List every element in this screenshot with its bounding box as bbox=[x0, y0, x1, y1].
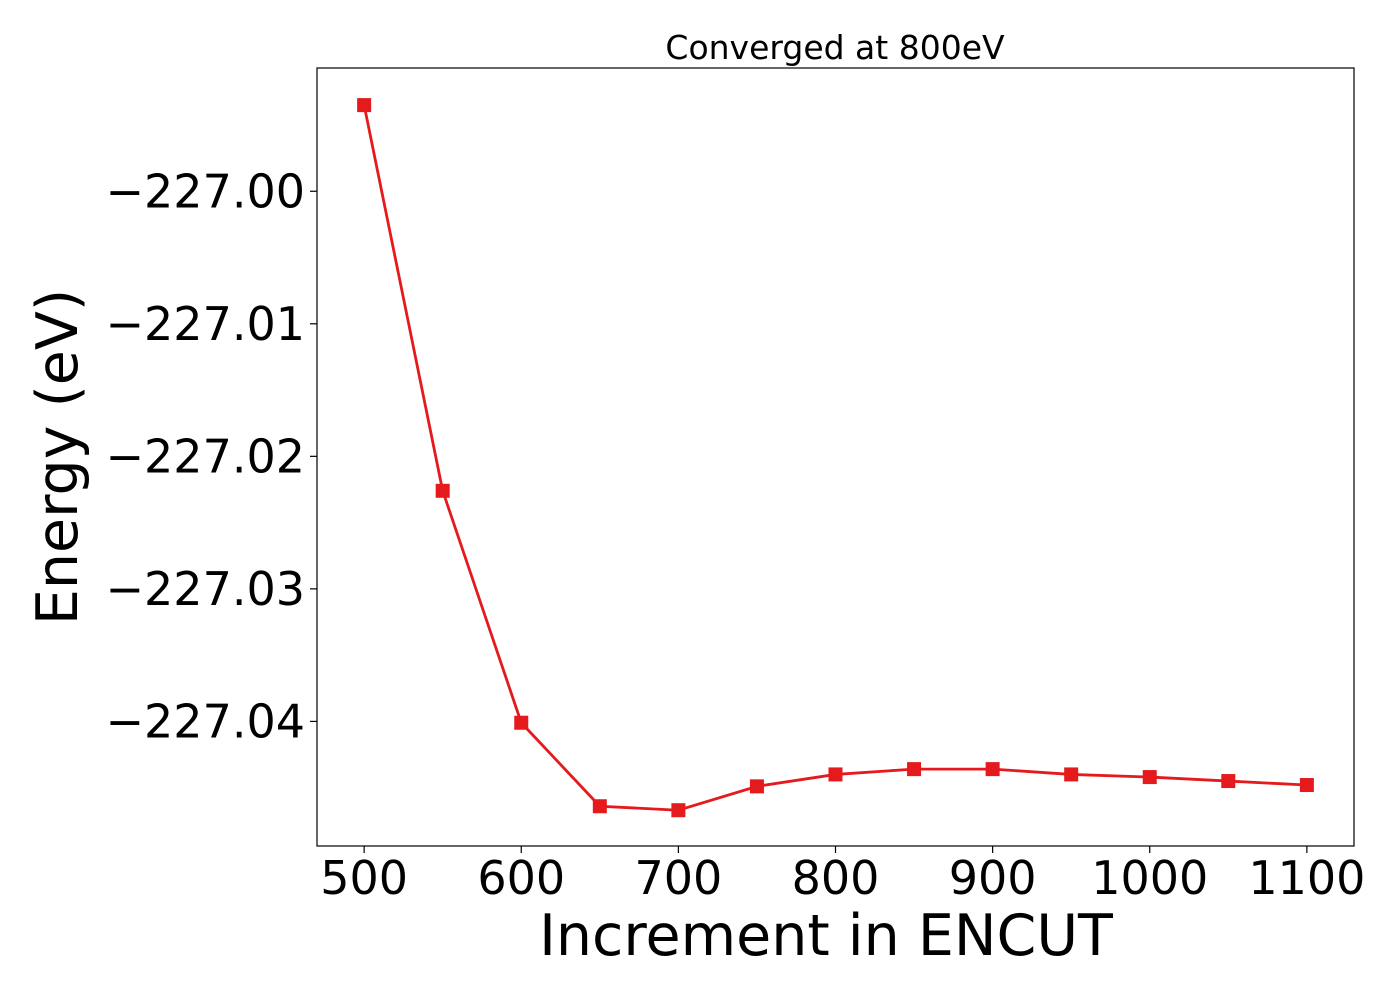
data-point-marker bbox=[1299, 778, 1314, 793]
series-line bbox=[362, 104, 1307, 812]
data-point-marker bbox=[749, 779, 764, 794]
data-point-marker bbox=[357, 98, 372, 113]
data-point-marker bbox=[985, 762, 1000, 777]
x-axis-label: Increment in ENCUT bbox=[539, 903, 1113, 969]
y-tick-label: −227.00 bbox=[106, 164, 306, 218]
x-tick-label: 1000 bbox=[1091, 851, 1208, 905]
x-tick-label: 500 bbox=[320, 851, 408, 905]
data-point-marker bbox=[435, 483, 450, 498]
x-tick-label: 700 bbox=[634, 851, 722, 905]
chart-title: Converged at 800eV bbox=[665, 28, 1005, 67]
data-point-marker bbox=[828, 767, 843, 782]
data-point-marker bbox=[1142, 770, 1157, 785]
y-axis-ticks: −227.00 −227.01 −227.02 −227.03 −227.04 bbox=[106, 164, 317, 748]
data-point-marker bbox=[671, 803, 686, 818]
y-tick-label: −227.01 bbox=[106, 297, 306, 351]
x-tick-label: 600 bbox=[477, 851, 565, 905]
plot-area bbox=[316, 67, 1355, 847]
x-axis-ticks: 500 600 700 800 900 1000 1100 bbox=[320, 846, 1365, 905]
axes-frame bbox=[316, 67, 1355, 847]
y-axis-label: Energy (eV) bbox=[25, 289, 91, 625]
y-tick-label: −227.03 bbox=[106, 562, 306, 616]
data-point-marker bbox=[1221, 774, 1236, 789]
data-point-marker bbox=[514, 715, 529, 730]
data-point-marker bbox=[592, 799, 607, 814]
y-tick-label: −227.02 bbox=[106, 429, 306, 483]
data-point-marker bbox=[907, 762, 922, 777]
x-tick-label: 900 bbox=[949, 851, 1037, 905]
data-point-marker bbox=[1064, 767, 1079, 782]
x-tick-label: 800 bbox=[792, 851, 880, 905]
x-tick-label: 1100 bbox=[1248, 851, 1365, 905]
y-tick-label: −227.04 bbox=[106, 694, 306, 748]
